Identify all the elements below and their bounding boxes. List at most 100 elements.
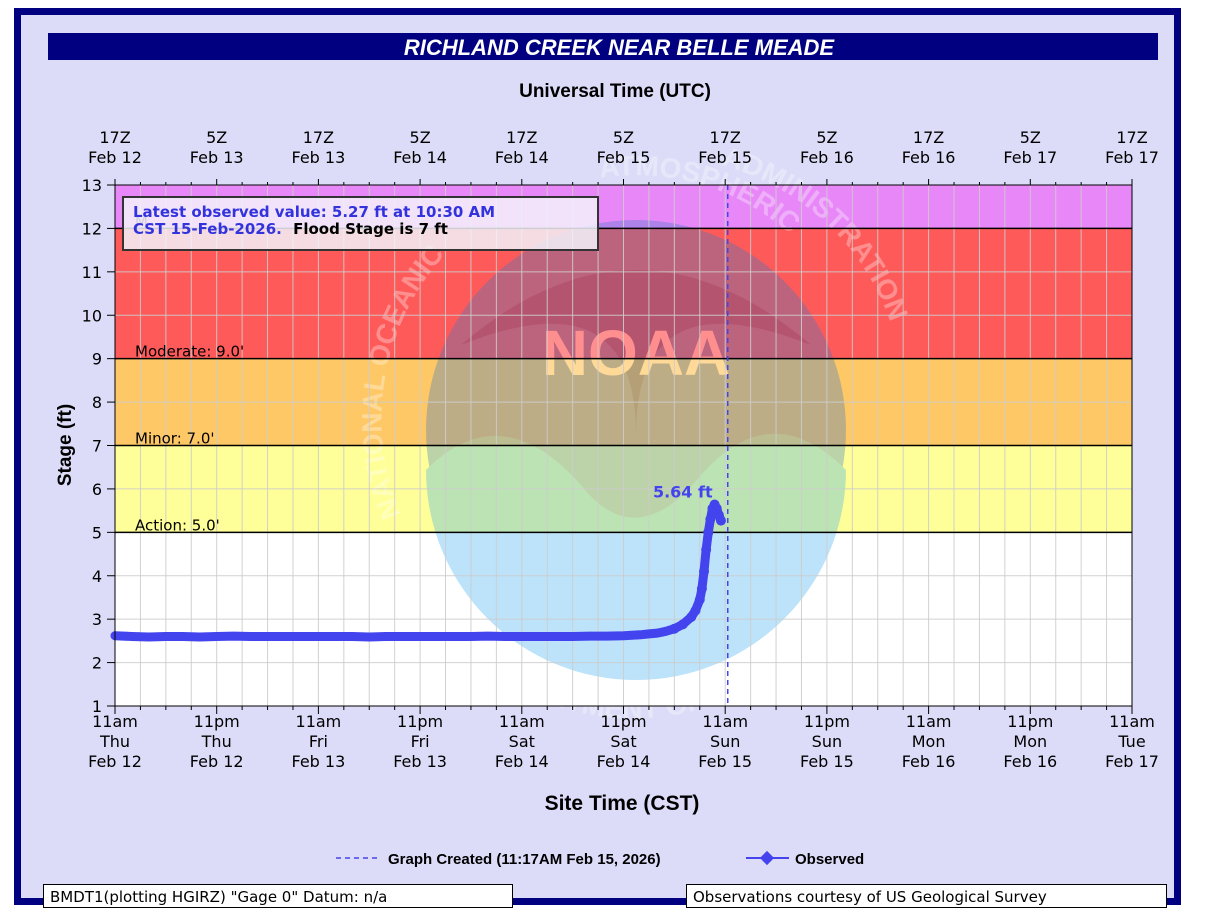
bottom-tick-date: Feb 12: [190, 752, 244, 771]
bottom-tick-day: Sat: [610, 732, 636, 751]
observed-series: 5.64 ft: [110, 185, 729, 706]
y-tick-label: 2: [92, 654, 102, 673]
legend: Graph Created (11:17AM Feb 15, 2026) Obs…: [336, 850, 864, 868]
y-tick-label: 6: [92, 480, 102, 499]
observed-point: [701, 544, 712, 555]
x-axis-label: Site Time (CST): [545, 792, 700, 815]
top-tick-label: 17Z: [710, 128, 741, 147]
top-tick-label: 5Z: [613, 128, 634, 147]
top-tick-label: 17Z: [303, 128, 334, 147]
watermark-sky: [426, 220, 846, 640]
observed-point: [669, 623, 680, 634]
observed-point: [703, 527, 714, 538]
watermark-water: [426, 433, 846, 680]
bottom-tick-date: Feb 15: [698, 752, 752, 771]
bottom-tick-time: 11pm: [1007, 712, 1053, 731]
top-tick-date: Feb 16: [800, 148, 854, 167]
chart-title: RICHLAND CREEK NEAR BELLE MEADE: [404, 35, 836, 60]
bottom-tick-time: 11pm: [397, 712, 443, 731]
latest-value-box-bg: [122, 196, 599, 251]
bottom-tick-date: Feb 13: [393, 752, 447, 771]
top-axis-label: Universal Time (UTC): [519, 81, 711, 102]
top-tick-date: Feb 17: [1105, 148, 1159, 167]
footer-credit: Observations courtesy of US Geological S…: [686, 884, 1167, 908]
top-tick-date: Feb 14: [393, 148, 447, 167]
threshold-label: Minor: 7.0': [135, 430, 215, 448]
top-tick-date: Feb 16: [902, 148, 956, 167]
threshold-label: Moderate: 9.0': [135, 343, 244, 361]
bottom-tick-date: Feb 16: [1003, 752, 1057, 771]
bottom-tick-time: 11am: [92, 712, 138, 731]
hydrograph-frame: RICHLAND CREEK NEAR BELLE MEADE Universa…: [14, 8, 1181, 908]
top-tick-date: Feb 15: [597, 148, 651, 167]
observed-point: [677, 619, 688, 630]
bottom-tick-day: Sun: [812, 732, 842, 751]
bottom-tick-day: Thu: [201, 732, 232, 751]
bottom-tick-time: 11am: [1109, 712, 1155, 731]
watermark-center: NOAA: [542, 317, 730, 389]
y-tick-label: 11: [82, 263, 102, 282]
top-tick-label: 17Z: [1116, 128, 1147, 147]
footer-datum: BMDT1(plotting HGIRZ) "Gage 0" Datum: n/…: [43, 884, 513, 908]
top-tick-label: 17Z: [99, 128, 130, 147]
bottom-tick-day: Sun: [710, 732, 740, 751]
top-tick-date: Feb 13: [190, 148, 244, 167]
bottom-tick-date: Feb 13: [292, 752, 346, 771]
legend-observed-marker: [759, 850, 775, 866]
observed-point: [690, 605, 701, 616]
y-tick-label: 1: [92, 697, 102, 716]
bottom-tick-time: 11pm: [804, 712, 850, 731]
observed-point: [694, 594, 705, 605]
top-tick-label: 5Z: [206, 128, 227, 147]
title-bar: [48, 33, 1158, 60]
top-tick-label: 5Z: [816, 128, 837, 147]
bottom-tick-time: 11pm: [600, 712, 646, 731]
top-tick-date: Feb 15: [698, 148, 752, 167]
latest-value-box: Latest observed value: 5.27 ft at 10:30 …: [122, 196, 599, 251]
bottom-tick-day: Mon: [1013, 732, 1047, 751]
y-axis-label: Stage (ft): [55, 404, 76, 486]
bottom-tick-day: Mon: [912, 732, 946, 751]
top-tick-label: 5Z: [410, 128, 431, 147]
bottom-tick-date: Feb 12: [88, 752, 142, 771]
bottom-tick-time: 11am: [906, 712, 952, 731]
bottom-tick-date: Feb 14: [597, 752, 651, 771]
top-tick-label: 17Z: [506, 128, 537, 147]
observed-point: [715, 515, 726, 526]
y-tick-label: 7: [92, 437, 102, 456]
bottom-tick-time: 11am: [296, 712, 342, 731]
bottom-tick-time: 11am: [499, 712, 545, 731]
bottom-tick-date: Feb 15: [800, 752, 854, 771]
bottom-tick-date: Feb 14: [495, 752, 549, 771]
flood-stage-note: Flood Stage is 7 ft: [293, 220, 448, 238]
bottom-tick-time: 11pm: [194, 712, 240, 731]
observed-point: [696, 583, 707, 594]
peak-label: 5.64 ft: [653, 483, 713, 502]
hydrograph-chart: RICHLAND CREEK NEAR BELLE MEADE Universa…: [48, 33, 1159, 868]
bottom-tick-day: Fri: [309, 732, 328, 751]
observed-line: [110, 500, 726, 642]
latest-value-line1: Latest observed value: 5.27 ft at 10:30 …: [133, 203, 495, 221]
threshold-label: Action: 5.0': [135, 516, 220, 534]
bottom-tick-day: Thu: [99, 732, 130, 751]
y-tick-label: 13: [82, 176, 102, 195]
observed-point: [705, 514, 716, 525]
bottom-tick-day: Fri: [411, 732, 430, 751]
top-tick-label: 17Z: [913, 128, 944, 147]
observed-point: [699, 566, 710, 577]
y-tick-label: 12: [82, 219, 102, 238]
top-tick-date: Feb 13: [292, 148, 346, 167]
y-tick-label: 9: [92, 350, 102, 369]
top-tick-label: 5Z: [1020, 128, 1041, 147]
bottom-tick-date: Feb 17: [1105, 752, 1159, 771]
y-tick-label: 4: [92, 567, 102, 586]
bottom-tick-time: 11am: [702, 712, 748, 731]
top-tick-date: Feb 17: [1003, 148, 1057, 167]
y-tick-label: 5: [92, 523, 102, 542]
watermark-gull: [461, 270, 811, 435]
legend-graph-created: Graph Created (11:17AM Feb 15, 2026): [388, 851, 661, 868]
y-tick-label: 3: [92, 610, 102, 629]
